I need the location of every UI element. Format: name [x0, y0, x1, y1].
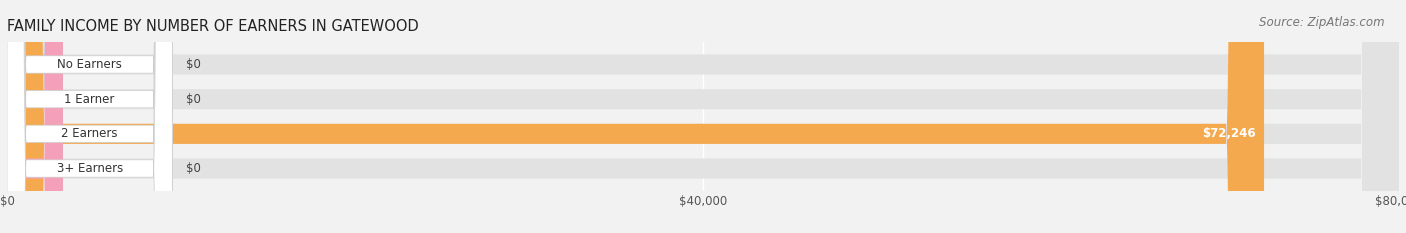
FancyBboxPatch shape [7, 0, 63, 233]
FancyBboxPatch shape [7, 0, 1399, 233]
Text: FAMILY INCOME BY NUMBER OF EARNERS IN GATEWOOD: FAMILY INCOME BY NUMBER OF EARNERS IN GA… [7, 19, 419, 34]
FancyBboxPatch shape [7, 0, 1264, 233]
Text: 3+ Earners: 3+ Earners [56, 162, 122, 175]
Text: $0: $0 [186, 93, 201, 106]
Text: 1 Earner: 1 Earner [65, 93, 115, 106]
Text: 2 Earners: 2 Earners [62, 127, 118, 140]
Text: Source: ZipAtlas.com: Source: ZipAtlas.com [1260, 16, 1385, 29]
FancyBboxPatch shape [7, 0, 1399, 233]
FancyBboxPatch shape [7, 0, 63, 233]
Text: No Earners: No Earners [58, 58, 122, 71]
FancyBboxPatch shape [7, 0, 173, 233]
FancyBboxPatch shape [7, 0, 1399, 233]
FancyBboxPatch shape [7, 0, 173, 233]
Text: $0: $0 [186, 162, 201, 175]
Text: $72,246: $72,246 [1202, 127, 1256, 140]
FancyBboxPatch shape [7, 0, 1399, 233]
Text: $0: $0 [186, 58, 201, 71]
FancyBboxPatch shape [7, 0, 173, 233]
FancyBboxPatch shape [7, 0, 63, 233]
FancyBboxPatch shape [7, 0, 173, 233]
